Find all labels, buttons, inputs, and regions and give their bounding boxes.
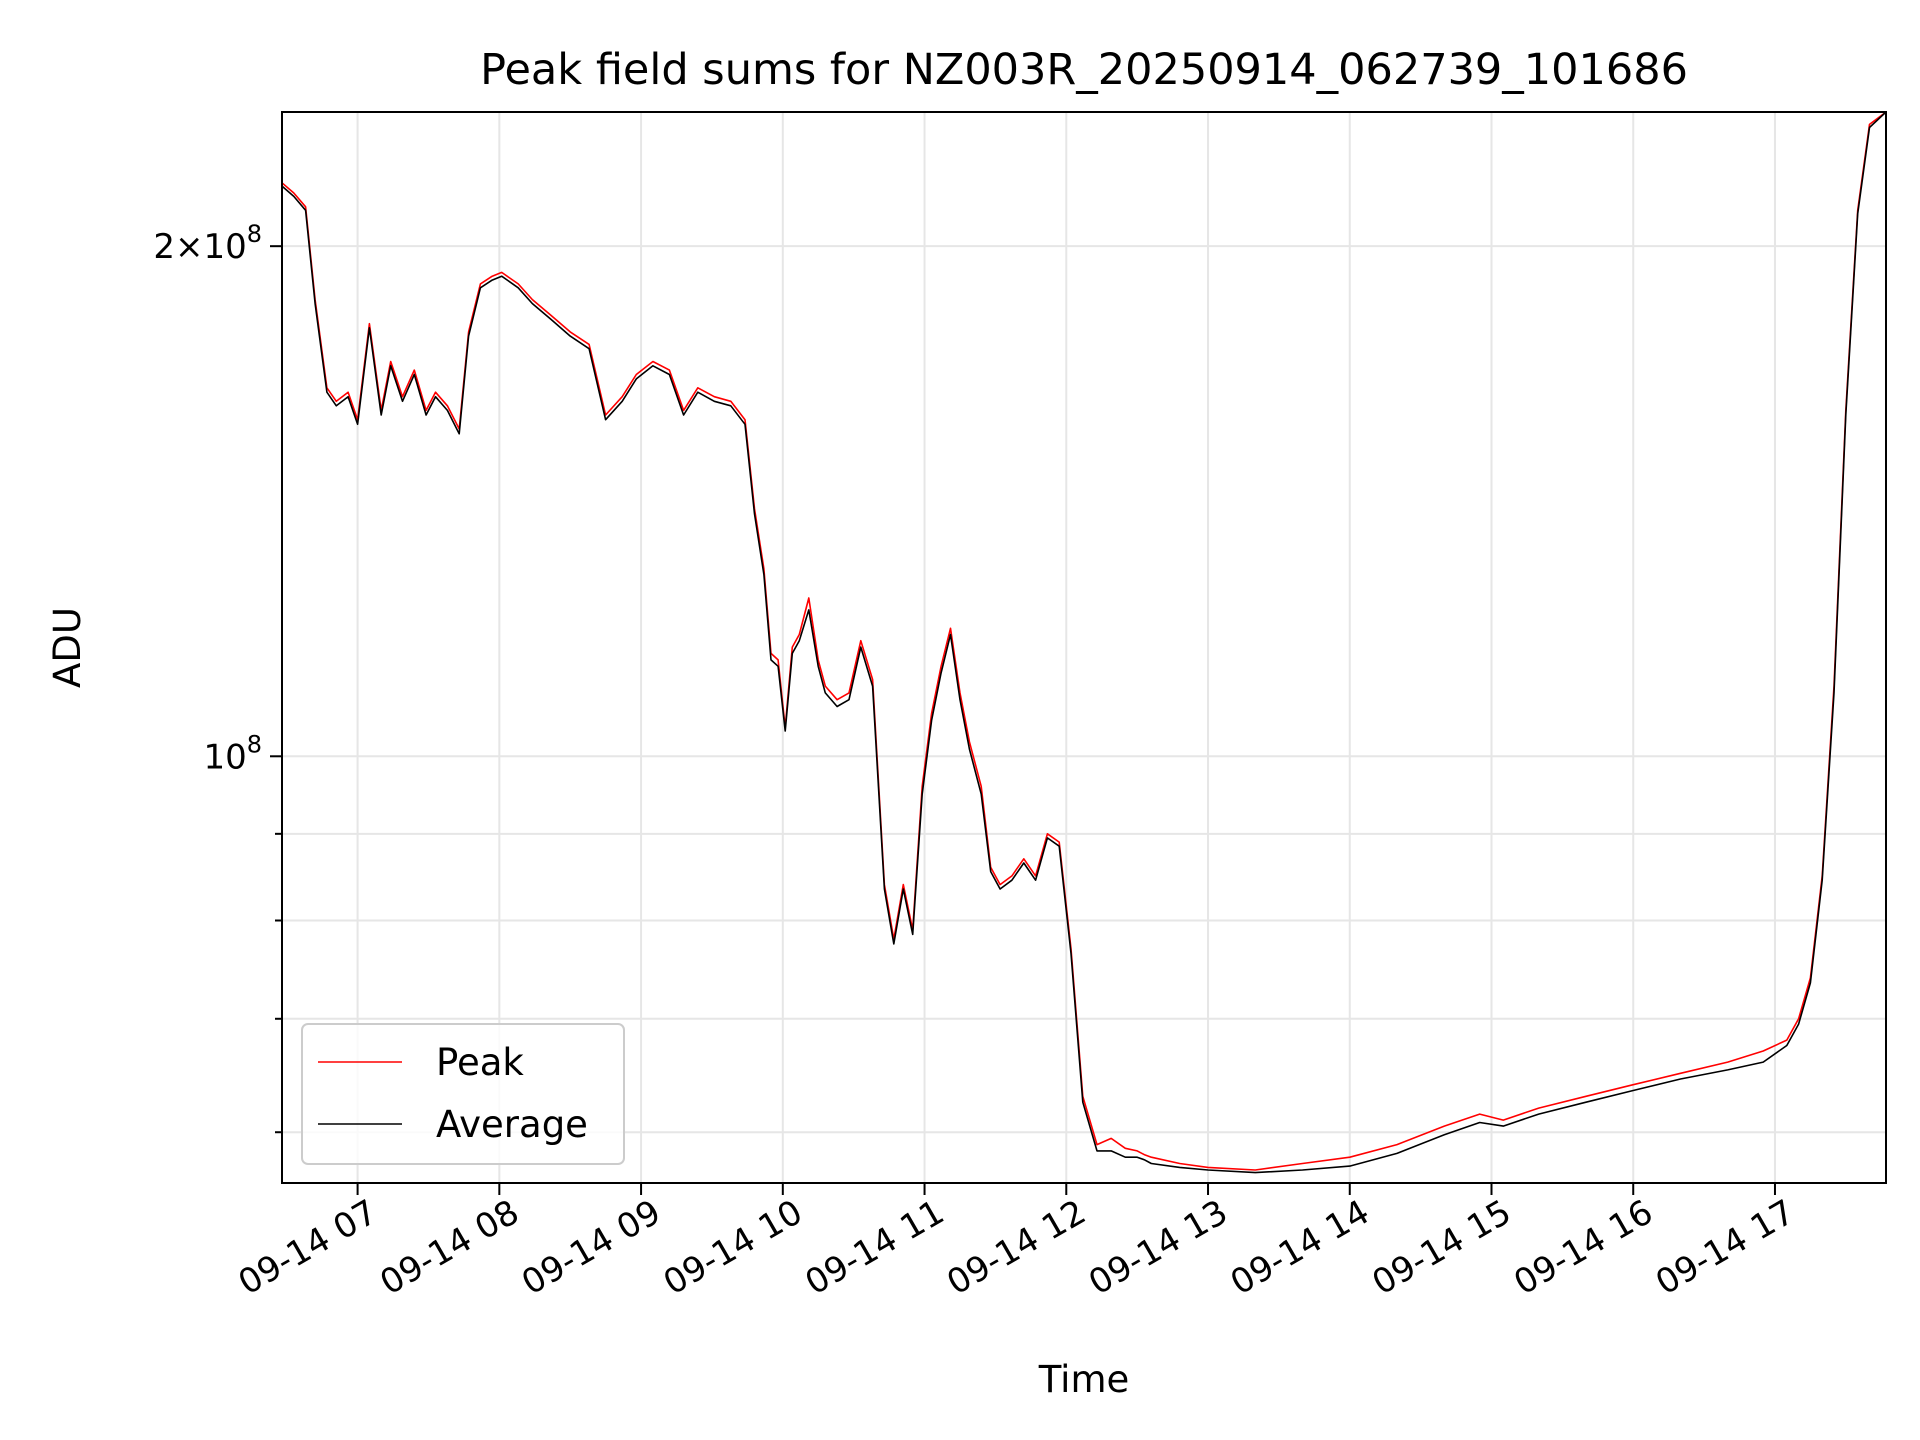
legend-label-average: Average: [436, 1103, 588, 1146]
plot-frame: [281, 111, 1887, 1184]
y-tick-label: 108: [203, 730, 262, 777]
series-line-average: [281, 111, 1887, 1174]
legend-box: [301, 1023, 625, 1165]
chart-title: Peak field sums for NZ003R_20250914_0627…: [480, 45, 1688, 95]
grid: [282, 112, 1886, 1183]
legend-label-peak: Peak: [436, 1041, 524, 1084]
y-axis-label: ADU: [46, 607, 89, 688]
y-tick-label: 2×108: [153, 220, 262, 267]
legend: Peak Average: [301, 1023, 625, 1165]
x-axis-label: Time: [1038, 1358, 1130, 1401]
series-layer: [281, 111, 1887, 1174]
